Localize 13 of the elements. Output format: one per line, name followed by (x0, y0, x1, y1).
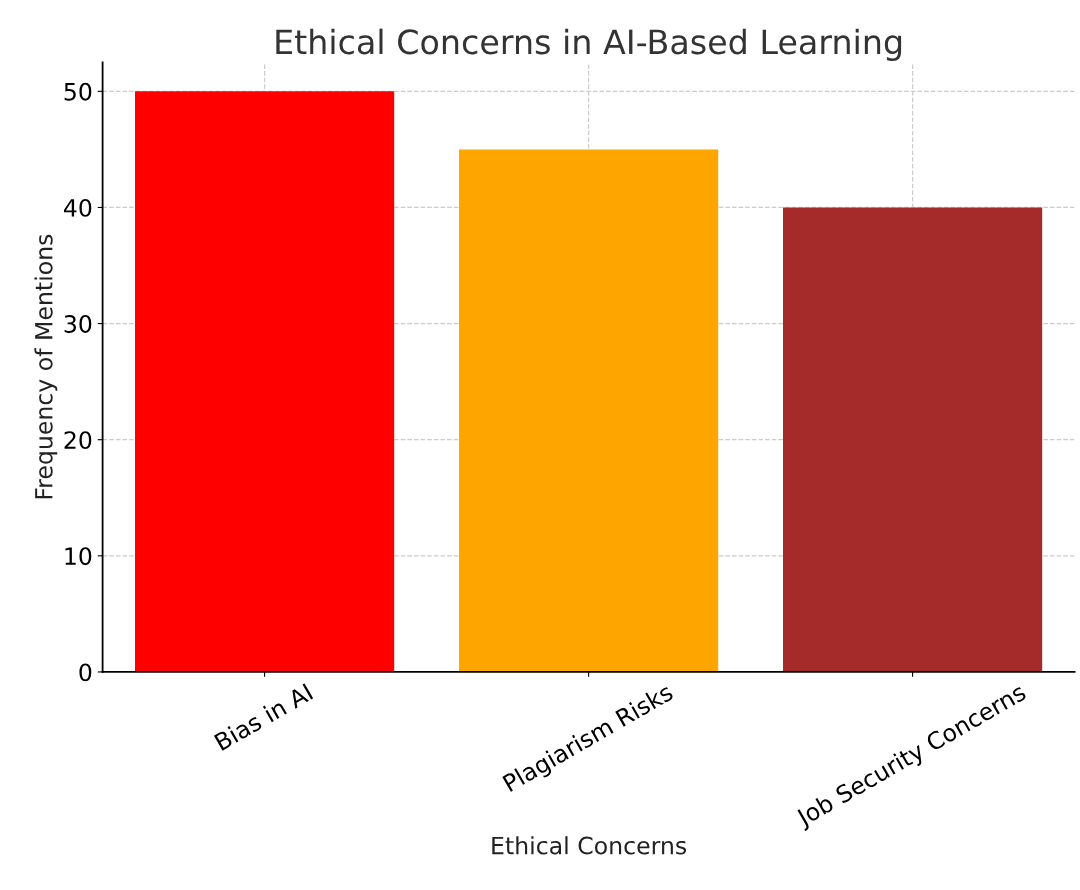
y-tick-label: 40 (63, 198, 92, 217)
y-tick-label: 10 (65, 547, 92, 566)
x-tick-label: Bias in AI (213, 682, 314, 751)
y-tick-label: 30 (64, 315, 92, 333)
chart-title: Ethical Concerns in AI-Based Learning (276, 28, 902, 61)
y-tick-label: 20 (64, 431, 92, 450)
y-axis-title: Frequency of Mentions (34, 234, 58, 499)
x-axis-title: Ethical Concerns (492, 836, 687, 855)
bar (459, 149, 719, 672)
y-tick-label: 0 (79, 663, 92, 682)
bar (783, 207, 1043, 672)
bar (135, 91, 395, 672)
y-tick-label: 50 (64, 82, 92, 101)
